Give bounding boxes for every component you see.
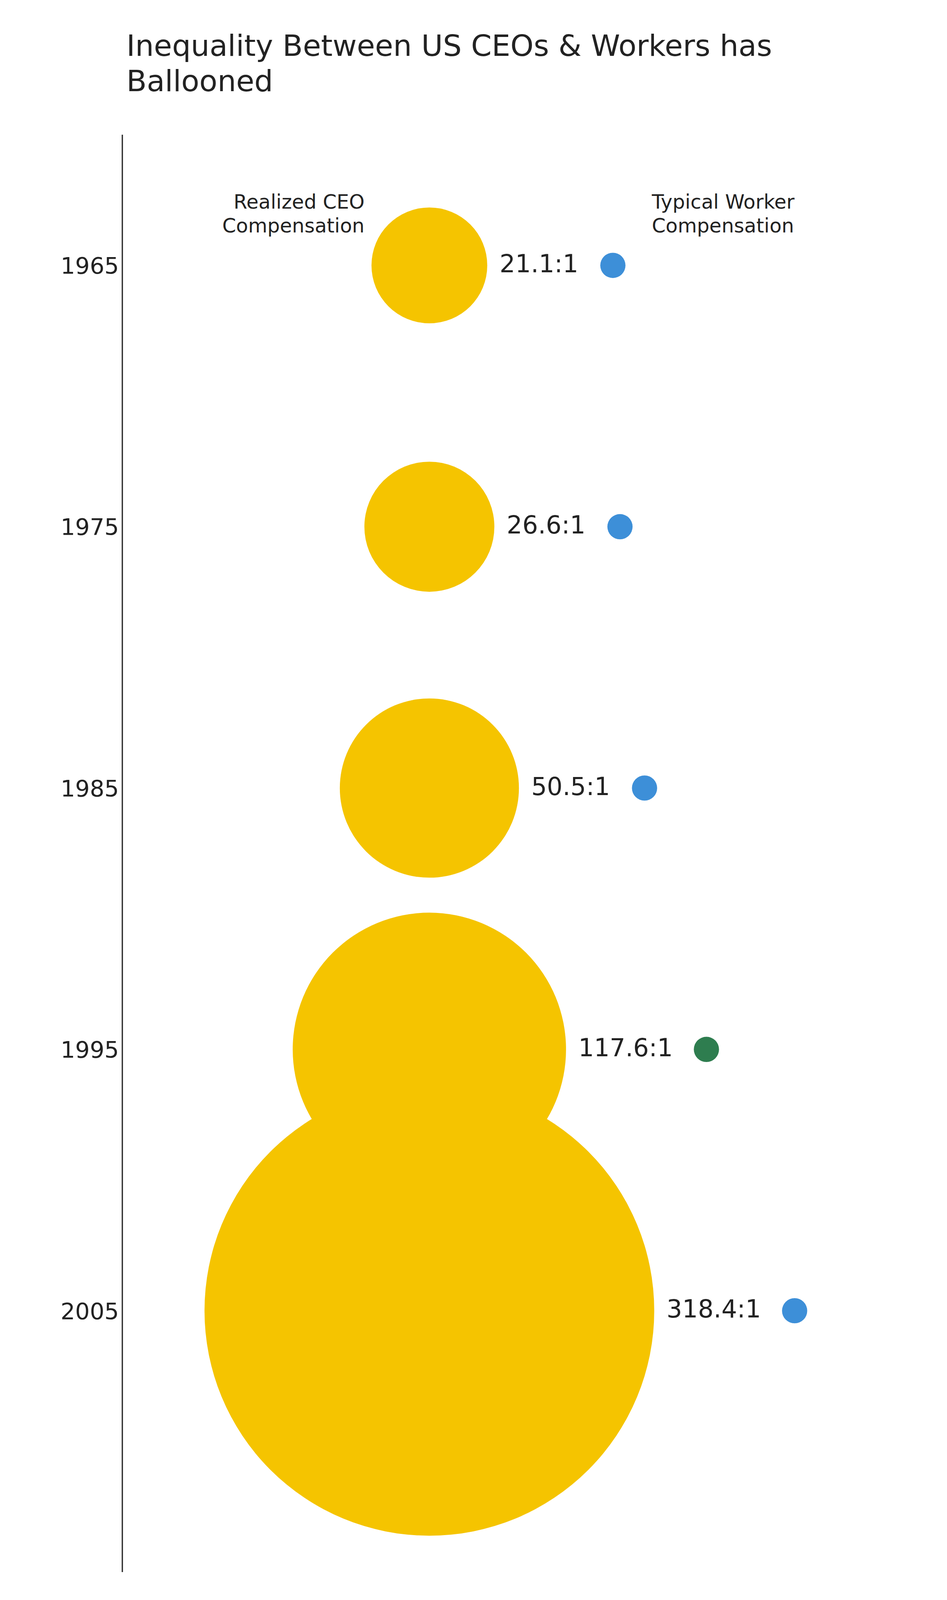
svg-text:50.5:1: 50.5:1 — [531, 771, 610, 801]
svg-text:2005: 2005 — [60, 1297, 120, 1324]
svg-text:1985: 1985 — [60, 774, 120, 802]
html-text:Inequality Between US CEOs & W: Inequality Between US CEOs & Workers has… — [126, 28, 773, 99]
svg-text:1965: 1965 — [60, 252, 120, 279]
svg-text:318.4:1: 318.4:1 — [666, 1293, 762, 1323]
svg-text:21.1:1: 21.1:1 — [499, 249, 579, 278]
svg-text:1995: 1995 — [60, 1035, 120, 1063]
svg-text:117.6:1: 117.6:1 — [578, 1032, 673, 1062]
svg-text:26.6:1: 26.6:1 — [506, 510, 586, 539]
html-text:Typical Worker Compensation: Typical Worker Compensation — [651, 190, 795, 237]
html-text:Realized CEO Compensation: Realized CEO Compensation — [222, 190, 365, 237]
svg-text:1975: 1975 — [60, 513, 120, 540]
